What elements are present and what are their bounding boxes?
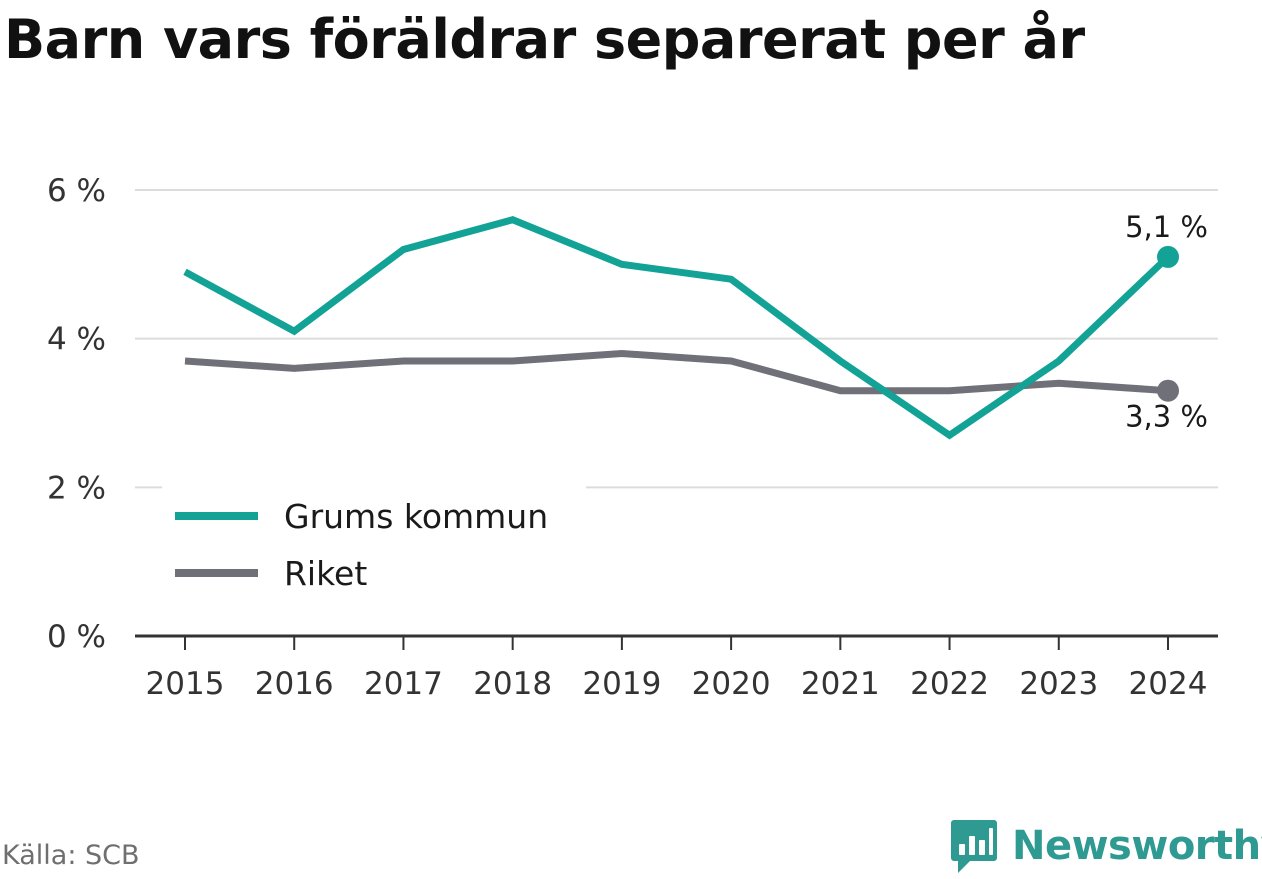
x-tick-label: 2018: [473, 666, 552, 702]
end-labels: 5,1 % 3,3 %: [1125, 210, 1208, 434]
y-tick-label: 4 %: [47, 322, 106, 358]
end-value-label: 5,1 %: [1125, 210, 1208, 244]
x-axis: 2015 2016 2017 2018 2019 2020 2021 2022 2023 2024: [135, 634, 1218, 702]
legend-label: Grums kommun: [284, 497, 548, 536]
brand-logo: Newsworthy: [950, 818, 1262, 874]
x-tick-label: 2016: [255, 666, 334, 702]
chart-title: Barn vars föräldrar separerat per år: [4, 8, 1085, 71]
x-tick-label: 2020: [692, 666, 771, 702]
gridlines: [135, 189, 1218, 489]
y-tick-label: 6 %: [47, 173, 106, 209]
x-tick-label: 2022: [910, 666, 989, 702]
end-value-label: 3,3 %: [1125, 400, 1208, 434]
series: [183, 216, 1179, 440]
series-end-marker: [1157, 379, 1179, 402]
series-line: [183, 216, 1171, 440]
x-tick-label: 2017: [364, 666, 443, 702]
series-line: [184, 350, 1169, 395]
series-end-marker: [1157, 245, 1179, 268]
legend-label: Riket: [284, 554, 367, 593]
brand-name: Newsworthy: [1012, 823, 1262, 869]
x-tick-label: 2023: [1019, 666, 1098, 702]
y-axis-tick-labels: 0 % 2 % 4 % 6 %: [47, 173, 106, 655]
line-chart: 0 % 2 % 4 % 6 % 2015 2016 2017 2018 2019 2020 202…: [47, 173, 1218, 702]
y-tick-label: 0 %: [47, 619, 106, 655]
source-note: Källa: SCB: [2, 840, 140, 871]
x-tick-label: 2015: [146, 666, 225, 702]
legend: Grums kommun Riket: [162, 482, 586, 604]
legend-background: [162, 482, 586, 604]
newsworthy-logo-icon: [951, 820, 997, 873]
y-tick-label: 2 %: [47, 470, 106, 506]
x-tick-label: 2019: [582, 666, 661, 702]
x-tick-label: 2024: [1129, 666, 1208, 702]
x-tick-label: 2021: [801, 666, 880, 702]
